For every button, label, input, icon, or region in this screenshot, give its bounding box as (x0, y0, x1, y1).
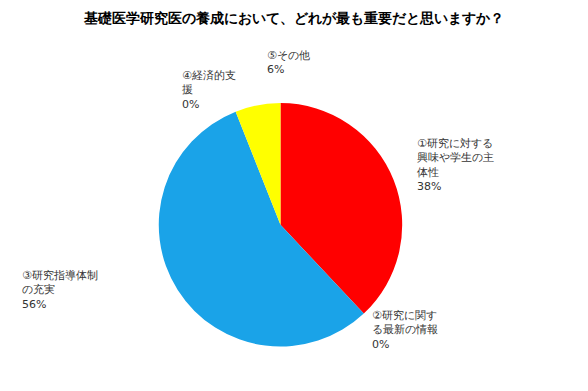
svg-text:②研究に関する最新の情報0%: ②研究に関する最新の情報0% (372, 309, 438, 351)
svg-text:④経済的支援0%: ④経済的支援0% (182, 69, 236, 111)
svg-text:基礎医学研究医の養成において、どれが最も重要だと思いますか？: 基礎医学研究医の養成において、どれが最も重要だと思いますか？ (83, 10, 504, 26)
svg-text:⑤その他6%: ⑤その他6% (267, 49, 310, 76)
svg-text:③研究指導体制の充実56%: ③研究指導体制の充実56% (22, 269, 98, 311)
svg-text:①研究に対する興味や学生の主体性38%: ①研究に対する興味や学生の主体性38% (417, 137, 494, 193)
